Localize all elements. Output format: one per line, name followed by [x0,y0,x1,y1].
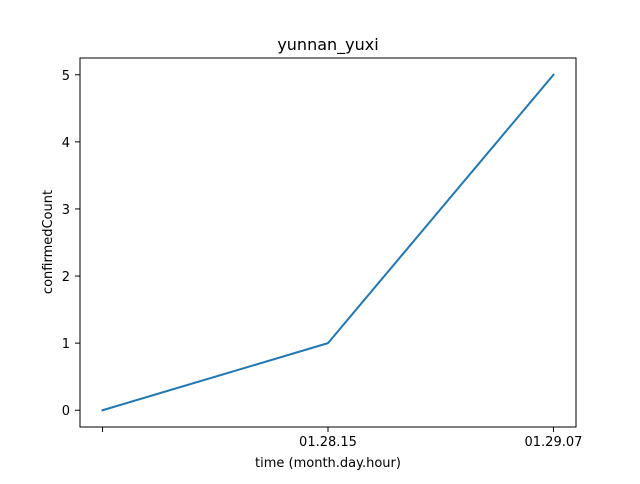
axes [79,57,577,428]
y-tick-label: 1 [62,337,70,352]
y-tick-label: 3 [62,203,70,218]
y-axis-label: confirmedCount [41,190,56,294]
y-tick-label: 5 [62,69,70,84]
ticks: 01.28.15 01.29.07 0 1 2 3 4 5 [62,69,583,450]
y-tick-label: 4 [62,136,70,151]
x-axis-label: time (month.day.hour) [255,456,401,471]
y-tick-label: 2 [62,270,70,285]
x-tick-label: 01.28.15 [299,435,357,450]
series [101,73,555,412]
y-tick-label: 0 [62,404,70,419]
series-line [101,73,555,412]
x-tick-label: 01.29.07 [525,435,583,450]
chart-title: yunnan_yuxi [277,35,378,55]
plot-frame [79,57,577,428]
